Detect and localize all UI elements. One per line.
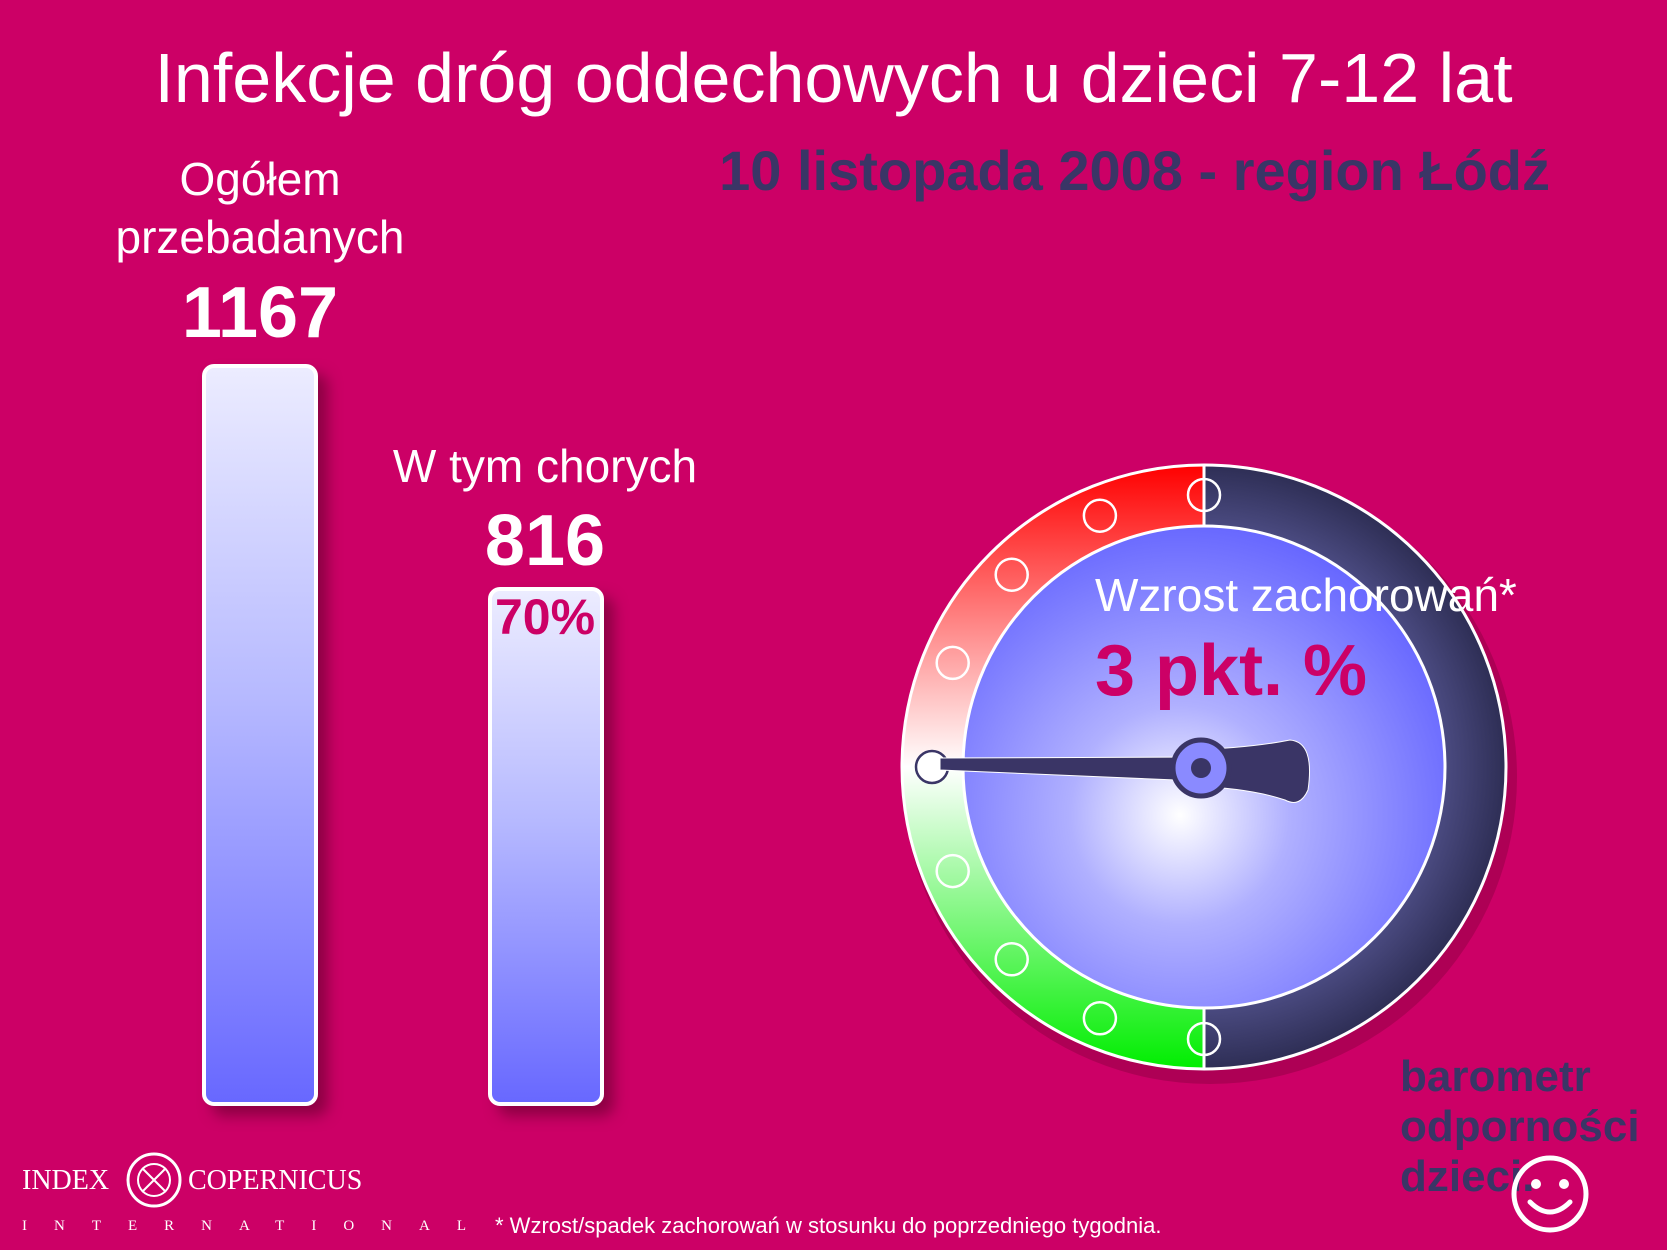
- gauge-tick: [1186, 1021, 1222, 1057]
- page-subtitle: 10 listopada 2008 - region Łódź: [719, 139, 1550, 202]
- gauge-tick: [994, 557, 1029, 592]
- bar-category-label-line: Ogółem: [179, 153, 341, 205]
- logo-copernicus: COPERNICUS: [188, 1165, 363, 1196]
- gauge-tick: [1082, 498, 1118, 533]
- gauge-tick: [935, 645, 970, 681]
- bar-category-label-line: W tym chorych: [392, 440, 698, 492]
- gauge-tick: [1082, 1001, 1118, 1036]
- bar-percent-label: 70%: [494, 589, 596, 645]
- smiley-icon: [1511, 1155, 1589, 1233]
- globe-icon: [126, 1152, 182, 1208]
- gauge-scale-arc: [902, 465, 1204, 1069]
- bar-category-label-sick: W tym chorych: [345, 437, 745, 495]
- bar-value-label-sick: 816: [484, 501, 606, 581]
- gauge-value: 3 pkt. %: [1095, 631, 1368, 711]
- footnote: * Wzrost/spadek zachorowań w stosunku do…: [495, 1213, 1162, 1238]
- bar-total: [202, 364, 318, 1106]
- logo-international: INTERNATIONAL: [22, 1218, 493, 1234]
- bar-category-label-total: Ogółem przebadanych: [60, 150, 460, 266]
- page-title: Infekcje dróg oddechowych u dzieci 7-12 …: [154, 39, 1513, 117]
- gauge-tick: [935, 853, 970, 889]
- gauge-tick: [994, 942, 1029, 977]
- bar-sick: [488, 587, 604, 1106]
- gauge-tick: [1186, 477, 1222, 513]
- gauge-label: Wzrost zachorowań*: [1095, 569, 1517, 621]
- logo-index: INDEX: [22, 1165, 110, 1196]
- brand-line: odporności: [1400, 1102, 1640, 1151]
- bar-category-label-line: przebadanych: [115, 211, 405, 263]
- bar-value-label-total: 1167: [181, 273, 339, 353]
- gauge-hub-center: [1191, 758, 1211, 778]
- brand-line: barometr: [1400, 1052, 1591, 1101]
- gauge: [900, 463, 1517, 1084]
